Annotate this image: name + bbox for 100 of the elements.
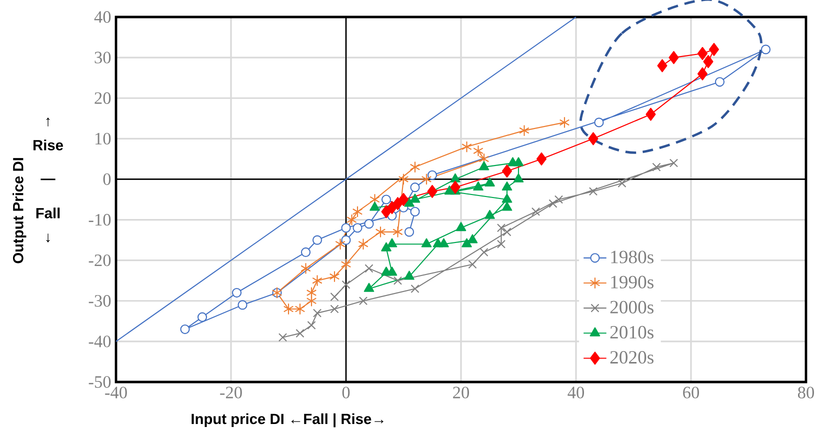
- point: [296, 329, 304, 338]
- point: [438, 238, 449, 248]
- point: [669, 158, 678, 168]
- y-axis-title: Output Price DI: [12, 158, 26, 264]
- point: [393, 276, 402, 285]
- y-tick-label: -50: [88, 376, 111, 388]
- point: [386, 238, 398, 248]
- point: [697, 67, 708, 80]
- point: [312, 235, 322, 245]
- point: [513, 157, 524, 166]
- point: [502, 164, 512, 178]
- point: [502, 194, 512, 203]
- point: [760, 44, 771, 54]
- point: [306, 286, 317, 299]
- point: [427, 170, 438, 180]
- point: [467, 234, 478, 244]
- text: Fall: [36, 208, 60, 218]
- point: [456, 222, 466, 232]
- point: [484, 177, 495, 186]
- point: [283, 303, 294, 315]
- point: [180, 324, 190, 334]
- point: [462, 238, 472, 248]
- point: [364, 282, 374, 292]
- point: [342, 280, 350, 289]
- text: ↑: [46, 118, 50, 126]
- point: [404, 270, 414, 280]
- point: [496, 224, 506, 232]
- x-axis-title: Input price DI ←Fall | Rise→: [192, 413, 384, 428]
- point: [618, 178, 626, 188]
- y-tick-label: 0: [103, 173, 111, 186]
- point: [548, 199, 558, 208]
- point: [312, 308, 322, 318]
- point: [381, 242, 392, 252]
- point: [352, 223, 362, 233]
- legend-label: 1980s: [611, 250, 654, 264]
- point: [398, 173, 409, 186]
- x-tick-label: 0: [342, 386, 350, 398]
- x-tick-label: -40: [105, 386, 127, 398]
- x-tick-label: 40: [568, 386, 584, 398]
- point: [450, 173, 460, 182]
- point: [554, 195, 564, 204]
- point: [300, 262, 311, 274]
- y-tick-label: 10: [95, 132, 111, 145]
- point: [410, 206, 420, 216]
- x-tick-label: -20: [220, 386, 242, 398]
- point: [375, 226, 386, 238]
- point: [668, 51, 679, 64]
- y-tick-label: -30: [88, 295, 111, 307]
- point: [462, 140, 472, 153]
- legend-label: 2000s: [610, 300, 654, 314]
- point: [307, 320, 316, 330]
- point: [340, 258, 352, 270]
- point: [410, 182, 420, 192]
- point: [502, 181, 512, 191]
- point: [312, 274, 322, 286]
- point: [300, 247, 311, 258]
- point: [657, 59, 668, 72]
- point: [330, 304, 339, 314]
- point: [531, 207, 540, 216]
- x-tick-label: 80: [798, 386, 814, 398]
- point: [358, 238, 368, 250]
- point: [381, 194, 392, 204]
- point: [364, 264, 374, 273]
- point: [306, 295, 317, 307]
- point: [480, 248, 488, 257]
- point: [352, 206, 363, 218]
- point: [381, 266, 392, 276]
- point: [652, 162, 661, 172]
- point: [536, 152, 547, 166]
- point: [410, 284, 420, 294]
- point: [496, 240, 506, 248]
- text: Rise: [34, 140, 63, 150]
- point: [484, 210, 495, 219]
- point: [421, 173, 432, 186]
- point: [330, 292, 339, 302]
- y-tick-label: -20: [88, 254, 111, 266]
- text: —: [40, 178, 56, 180]
- point: [404, 198, 414, 207]
- point: [335, 238, 346, 250]
- point: [238, 300, 248, 310]
- point: [594, 118, 604, 128]
- point: [473, 181, 484, 191]
- y-tick-label: -10: [88, 214, 111, 226]
- point: [232, 288, 242, 298]
- point: [197, 312, 208, 322]
- point: [703, 55, 714, 68]
- point: [697, 46, 708, 60]
- point: [341, 223, 351, 233]
- point: [294, 303, 306, 315]
- x-tick-label: 20: [453, 386, 470, 398]
- point: [478, 161, 490, 170]
- y-tick-label: 40: [94, 11, 111, 23]
- y-tick-label: -40: [88, 336, 111, 348]
- point: [519, 124, 530, 136]
- text: ↓: [46, 234, 50, 242]
- point: [559, 116, 570, 128]
- point: [427, 184, 438, 198]
- point: [502, 228, 512, 236]
- point: [714, 77, 725, 87]
- point: [410, 194, 420, 203]
